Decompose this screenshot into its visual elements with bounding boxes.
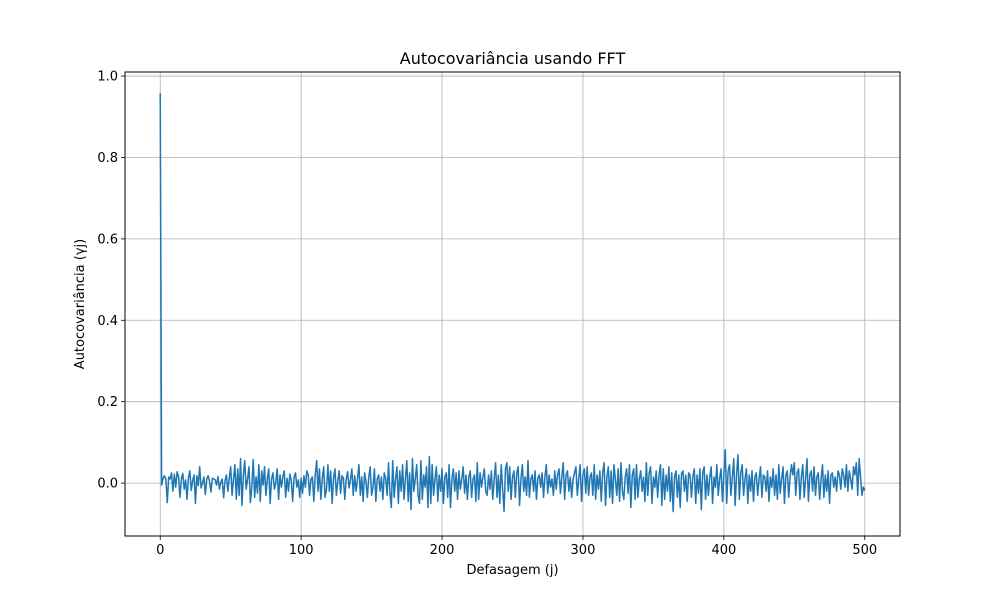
- y-axis-label: Autocovariância (γj): [73, 239, 88, 369]
- y-tick-label: 1.0: [97, 70, 118, 85]
- y-tick-label: 0.2: [97, 395, 118, 410]
- x-tick-label: 200: [430, 543, 455, 558]
- x-axis-label: Defasagem (j): [466, 563, 558, 578]
- x-tick-label: 500: [852, 543, 877, 558]
- y-tick-label: 0.0: [97, 477, 118, 492]
- y-tick-label: 0.4: [97, 314, 118, 329]
- series-line: [159, 93, 866, 513]
- y-tick-label: 0.6: [97, 232, 118, 247]
- x-axis-ticks: 0 100 200 300 400 500: [156, 536, 877, 558]
- y-axis-ticks: 0.0 0.2 0.4 0.6 0.8 1.0: [97, 70, 125, 492]
- y-tick-label: 0.8: [97, 151, 118, 166]
- x-tick-label: 400: [711, 543, 736, 558]
- plot-frame: [124, 71, 901, 537]
- x-tick-label: 100: [289, 543, 314, 558]
- chart-title: Autocovariância usando FFT: [400, 49, 626, 68]
- x-tick-label: 0: [156, 543, 164, 558]
- x-tick-label: 300: [571, 543, 596, 558]
